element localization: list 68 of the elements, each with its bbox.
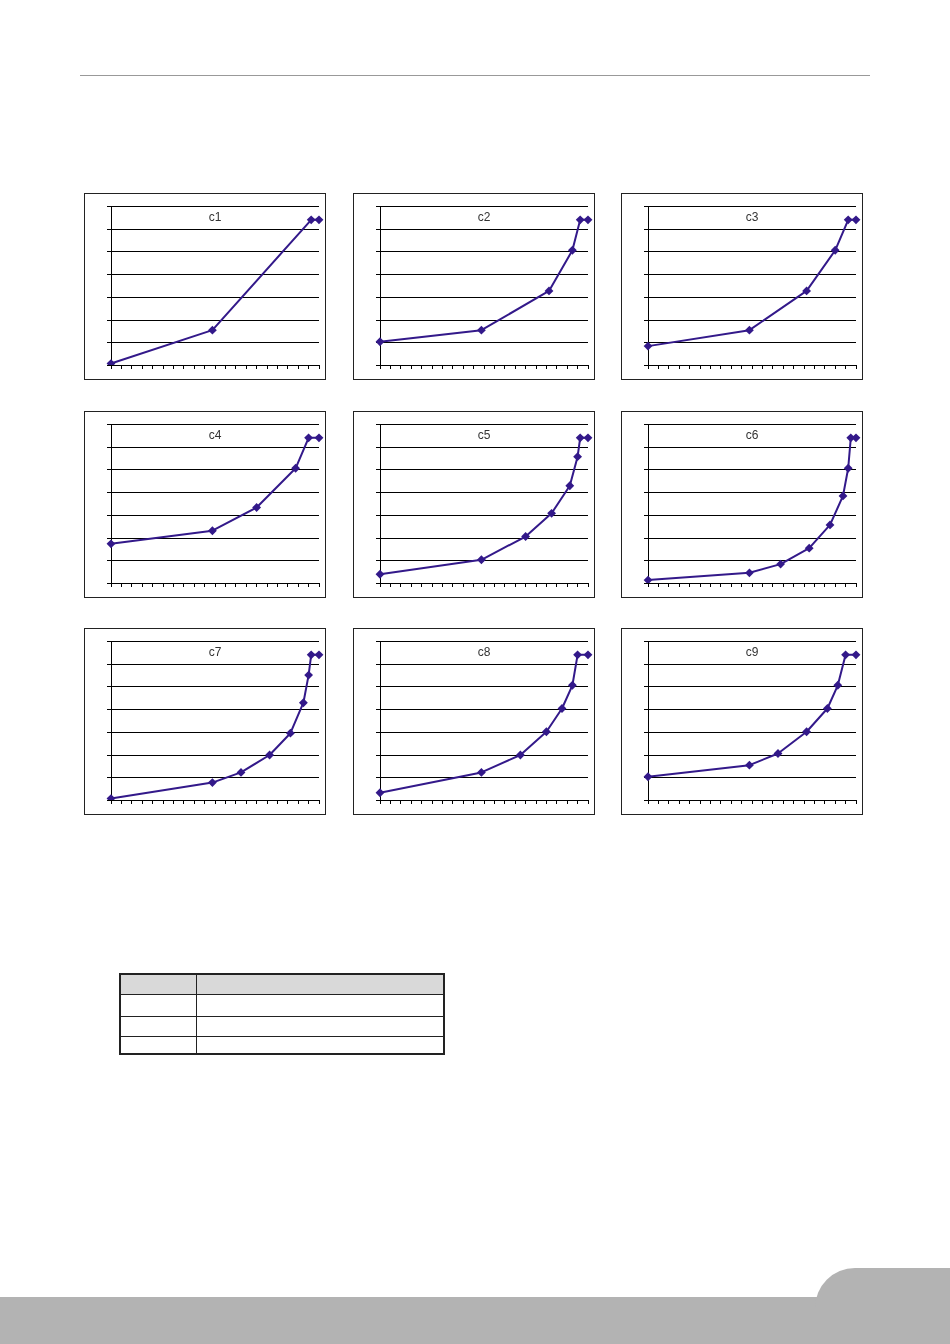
point (584, 215, 592, 224)
point (839, 491, 847, 500)
point (852, 433, 860, 442)
chart-title: c2 (477, 210, 491, 225)
point (304, 433, 313, 442)
point (823, 704, 832, 713)
chart-title: c4 (208, 428, 222, 443)
point (745, 568, 754, 577)
chart-title: c3 (745, 210, 759, 225)
point (573, 452, 582, 461)
point (644, 342, 652, 351)
point (576, 433, 585, 442)
point (286, 729, 295, 738)
point (805, 544, 814, 553)
chart-title: c5 (477, 428, 491, 443)
point (299, 698, 308, 707)
point (844, 215, 853, 224)
chart-title: c9 (745, 645, 759, 660)
point (376, 337, 384, 346)
point (315, 650, 323, 659)
point (802, 286, 811, 295)
point (315, 433, 323, 442)
point (477, 768, 486, 777)
point (776, 560, 785, 569)
point (802, 727, 811, 736)
point (644, 576, 652, 583)
point (852, 650, 860, 659)
point (304, 671, 313, 680)
point (745, 326, 754, 335)
point (584, 433, 592, 442)
point (568, 681, 577, 690)
point (844, 464, 853, 473)
point (644, 772, 652, 781)
point (568, 246, 577, 255)
point (208, 778, 217, 787)
point (547, 509, 556, 518)
point (477, 555, 486, 564)
point (237, 768, 245, 777)
point (107, 539, 115, 548)
point (265, 750, 274, 759)
chart-title: c1 (208, 210, 222, 225)
point (252, 503, 261, 512)
point (565, 481, 574, 490)
point (573, 650, 582, 659)
point (774, 749, 782, 758)
point (376, 570, 384, 579)
point (376, 788, 384, 797)
point (521, 532, 530, 541)
point (852, 215, 860, 224)
point (542, 727, 551, 736)
point (107, 794, 115, 800)
point (826, 520, 834, 529)
point (545, 286, 553, 295)
point (833, 681, 842, 690)
point (307, 650, 316, 659)
point (745, 761, 754, 770)
point (584, 650, 592, 659)
point (477, 326, 486, 335)
point (516, 750, 525, 759)
point (841, 650, 850, 659)
point (558, 704, 566, 713)
chart-title: c8 (477, 645, 491, 660)
point (208, 526, 217, 535)
point (576, 215, 585, 224)
chart-title: c7 (208, 645, 222, 660)
point (831, 246, 840, 255)
chart-title: c6 (745, 428, 759, 443)
point (291, 464, 300, 473)
